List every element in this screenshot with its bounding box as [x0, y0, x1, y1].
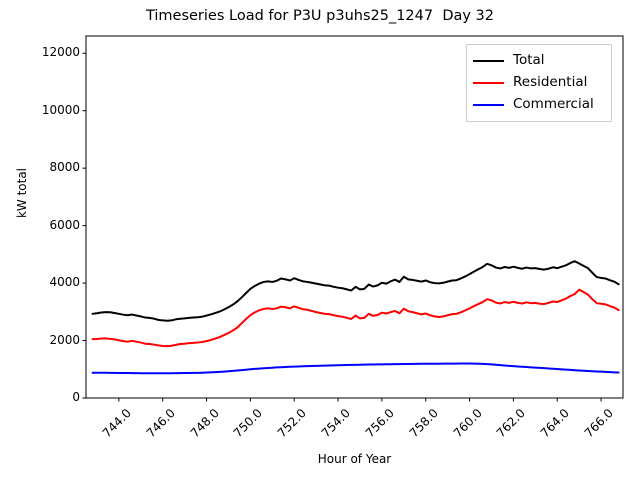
legend-item: Commercial [473, 94, 605, 116]
series-line-commercial [91, 362, 620, 375]
legend: Total Residential Commercial [466, 44, 612, 122]
legend-label: Commercial [513, 96, 594, 113]
series-line-residential [91, 288, 620, 348]
y-tick-label: 10000 [41, 102, 80, 117]
legend-label: Residential [513, 74, 588, 91]
x-tick-marks [118, 398, 602, 402]
y-tick-label: 8000 [49, 160, 80, 175]
legend-swatch-icon [473, 81, 504, 85]
chart-title: Timeseries Load for P3U p3uhs25_1247 Day… [145, 8, 495, 24]
legend-swatch-icon [473, 59, 504, 63]
axes-frame [85, 35, 624, 399]
data-series-group [91, 260, 620, 375]
legend-item: Residential [473, 72, 605, 94]
y-tick-marks [82, 52, 86, 399]
x-axis-label: Hour of Year [317, 452, 392, 466]
legend-item: Total [473, 50, 605, 72]
y-tick-label: 4000 [49, 275, 80, 290]
series-line-total [91, 260, 620, 322]
legend-swatch-icon [473, 103, 504, 107]
y-axis-label: kW total [15, 167, 29, 219]
y-tick-label: 12000 [41, 45, 80, 60]
y-tick-label: 6000 [49, 217, 80, 232]
y-tick-label: 2000 [49, 332, 80, 347]
legend-label: Total [513, 52, 545, 69]
y-tick-label: 0 [72, 390, 80, 404]
